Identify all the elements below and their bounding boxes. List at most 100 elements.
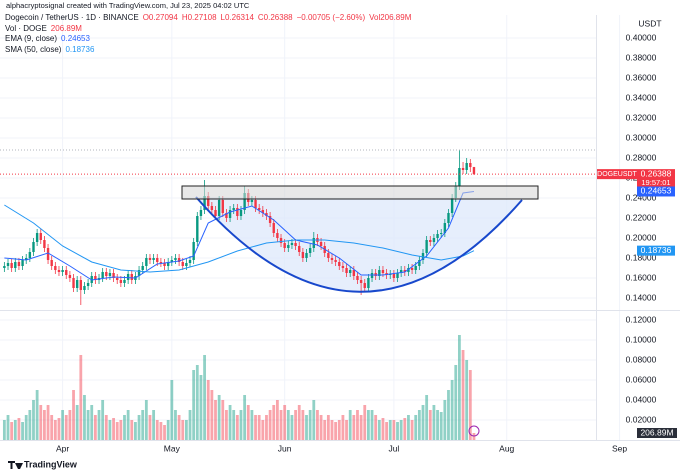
volume-bar xyxy=(272,405,276,440)
volume-bar xyxy=(170,380,174,440)
candle-body xyxy=(436,234,439,238)
candle-body xyxy=(239,210,243,216)
volume-bar xyxy=(225,410,228,440)
candle-body xyxy=(338,262,341,266)
y-tick-label: 0.40000 xyxy=(626,32,657,42)
candle-body xyxy=(243,193,246,210)
countdown: 19:57:01 xyxy=(641,178,670,187)
volume-bar xyxy=(155,420,159,440)
candle-body xyxy=(185,263,188,266)
candle-body xyxy=(396,273,399,278)
volume-bar xyxy=(214,400,217,440)
event-icon[interactable] xyxy=(468,425,480,437)
volume-bar xyxy=(228,405,232,440)
candle-body xyxy=(301,252,305,258)
symbol-title: Dogecoin / TetherUS · 1D · BINANCE xyxy=(5,13,139,22)
ohlc-value: H0.27108 xyxy=(181,13,217,22)
volume-bar xyxy=(428,410,432,440)
candle-body xyxy=(410,268,414,270)
candle-body xyxy=(268,216,272,223)
volume-bar xyxy=(206,380,210,440)
tv-logo xyxy=(8,461,23,469)
volume-bar xyxy=(72,390,75,440)
volume-bar xyxy=(301,410,305,440)
volume-bar xyxy=(374,415,378,440)
candle-body xyxy=(17,262,21,266)
indicator-tag: 0.24653 xyxy=(641,186,672,196)
candle-body xyxy=(439,233,443,234)
volume-tick-label: 0.12000 xyxy=(626,314,657,324)
candle-body xyxy=(94,276,97,280)
candle-body xyxy=(348,270,352,273)
candle-body xyxy=(447,213,450,223)
y-tick-label: 0.16000 xyxy=(626,272,657,282)
volume-bar xyxy=(348,410,352,440)
indicator-tag: 0.18736 xyxy=(641,245,672,255)
candle-body xyxy=(399,270,403,273)
volume-bar xyxy=(286,410,290,440)
currency: USDT xyxy=(638,18,661,28)
ema-value: 0.24653 xyxy=(61,34,90,43)
candle-body xyxy=(465,163,468,170)
candle-body xyxy=(61,270,64,272)
symbol-tag: DOGEUSDT xyxy=(597,171,637,178)
x-tick-label: May xyxy=(164,443,181,453)
candle-body xyxy=(432,238,436,242)
volume-bar xyxy=(341,415,345,440)
candle-body xyxy=(54,266,57,270)
candle-body xyxy=(414,266,417,270)
volume-bar xyxy=(17,418,21,440)
resistance-box xyxy=(181,185,539,200)
volume-bar xyxy=(359,415,363,440)
volume-bar xyxy=(177,415,181,440)
volume-tick-label: 0.08000 xyxy=(626,354,657,364)
volume-bar xyxy=(283,405,287,440)
volume-bar xyxy=(104,415,108,440)
volume-bar xyxy=(32,400,35,440)
candle-body xyxy=(210,206,214,210)
ohlc-value: Vol206.89M xyxy=(369,13,412,22)
volume-bar xyxy=(363,405,367,440)
candle-body xyxy=(192,242,195,260)
candle-body xyxy=(217,200,221,216)
volume-bar xyxy=(221,400,225,440)
ohlc-value: L0.26314 xyxy=(220,13,254,22)
footer: TradingView xyxy=(24,459,78,469)
volume-bar xyxy=(188,410,192,440)
candle-body xyxy=(225,213,228,218)
y-tick-label: 0.24000 xyxy=(626,192,657,202)
volume-bar xyxy=(436,410,439,440)
candle-body xyxy=(319,242,323,246)
volume-bar xyxy=(421,405,425,440)
candle-body xyxy=(261,210,265,213)
volume-bar xyxy=(148,415,152,440)
volume-bar xyxy=(39,405,43,440)
volume-bar xyxy=(112,418,115,440)
volume-bar xyxy=(93,415,97,440)
candle-body xyxy=(203,196,206,210)
volume-bar xyxy=(330,420,334,440)
volume-bar xyxy=(439,412,443,440)
y-tick-label: 0.18000 xyxy=(626,252,657,262)
candle-body xyxy=(443,223,447,233)
symbol-tag-box xyxy=(597,169,637,180)
candle-body xyxy=(141,266,144,270)
candle-body xyxy=(39,233,42,240)
volume-bar xyxy=(166,420,170,440)
candle-body xyxy=(352,270,356,276)
volume-bar xyxy=(246,405,250,440)
candle-body xyxy=(305,253,308,258)
y-tick-label: 0.32000 xyxy=(626,112,657,122)
volume-bar xyxy=(454,365,458,440)
price-tag: 0.26388 xyxy=(641,168,672,178)
candle-body xyxy=(123,280,126,283)
legend-row: Dogecoin / TetherUS · 1D · BINANCE O0.270… xyxy=(5,13,419,24)
y-tick-label: 0.38000 xyxy=(626,52,657,62)
volume-bar xyxy=(388,420,392,440)
candle-body xyxy=(418,260,421,266)
grid xyxy=(0,15,621,440)
y-tick-label: 0.22000 xyxy=(626,212,657,222)
volume-bar xyxy=(126,410,130,440)
candle-body xyxy=(221,200,224,213)
